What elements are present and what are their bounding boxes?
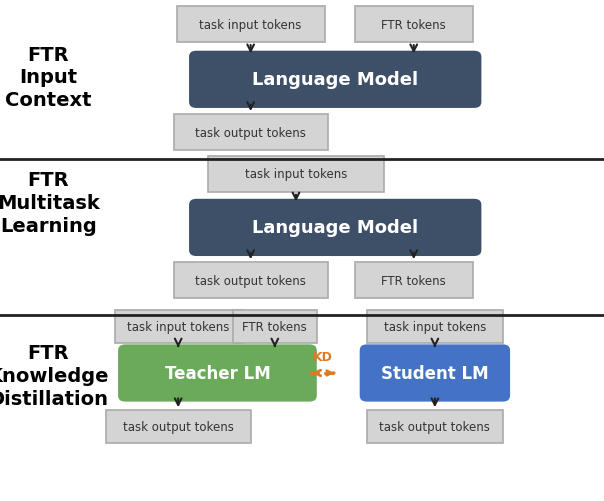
- Text: Language Model: Language Model: [252, 71, 419, 89]
- FancyBboxPatch shape: [115, 310, 242, 343]
- FancyBboxPatch shape: [118, 345, 316, 402]
- Text: task output tokens: task output tokens: [379, 420, 490, 433]
- Text: FTR tokens: FTR tokens: [381, 19, 446, 32]
- Text: task output tokens: task output tokens: [195, 126, 306, 139]
- Text: FTR
Multitask
Learning: FTR Multitask Learning: [0, 171, 100, 235]
- FancyBboxPatch shape: [174, 115, 327, 151]
- FancyBboxPatch shape: [355, 263, 472, 299]
- Text: task output tokens: task output tokens: [195, 274, 306, 287]
- Text: task input tokens: task input tokens: [127, 320, 230, 333]
- Text: Student LM: Student LM: [381, 364, 489, 382]
- FancyBboxPatch shape: [355, 7, 472, 43]
- FancyBboxPatch shape: [106, 411, 251, 443]
- Text: FTR tokens: FTR tokens: [381, 274, 446, 287]
- Text: Language Model: Language Model: [252, 219, 419, 237]
- Text: task input tokens: task input tokens: [199, 19, 302, 32]
- FancyBboxPatch shape: [367, 411, 503, 443]
- Text: FTR tokens: FTR tokens: [242, 320, 307, 333]
- FancyBboxPatch shape: [189, 52, 481, 109]
- Text: Teacher LM: Teacher LM: [164, 364, 271, 382]
- Text: FTR
Knowledge
Distillation: FTR Knowledge Distillation: [0, 344, 109, 408]
- FancyBboxPatch shape: [174, 263, 327, 299]
- FancyBboxPatch shape: [189, 199, 481, 257]
- FancyBboxPatch shape: [208, 156, 384, 192]
- Text: FTR
Input
Context: FTR Input Context: [5, 46, 92, 110]
- Text: task input tokens: task input tokens: [384, 320, 486, 333]
- FancyBboxPatch shape: [233, 310, 317, 343]
- Text: task input tokens: task input tokens: [245, 168, 347, 181]
- Text: KD: KD: [313, 350, 333, 363]
- FancyBboxPatch shape: [176, 7, 325, 43]
- FancyBboxPatch shape: [367, 310, 503, 343]
- FancyBboxPatch shape: [359, 345, 510, 402]
- Text: task output tokens: task output tokens: [123, 420, 234, 433]
